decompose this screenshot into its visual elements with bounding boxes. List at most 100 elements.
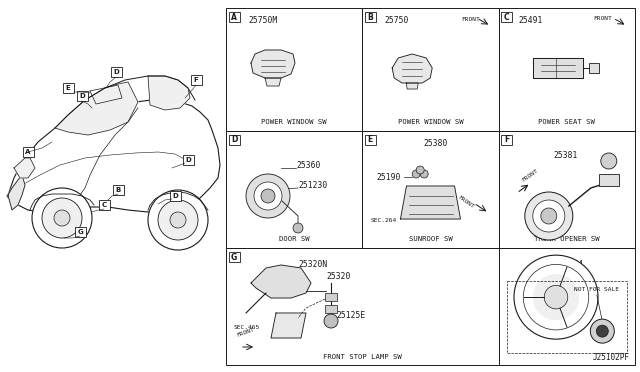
Polygon shape xyxy=(7,100,220,212)
Circle shape xyxy=(420,170,428,178)
Bar xyxy=(111,67,122,77)
Text: 25190: 25190 xyxy=(376,173,401,182)
Text: E: E xyxy=(66,85,70,91)
Circle shape xyxy=(416,166,424,174)
Bar xyxy=(501,12,512,22)
Bar xyxy=(365,12,376,22)
Text: D: D xyxy=(79,93,85,99)
Text: 25380: 25380 xyxy=(423,139,448,148)
Text: G: G xyxy=(77,229,83,235)
Circle shape xyxy=(533,200,565,232)
Circle shape xyxy=(254,182,282,210)
Polygon shape xyxy=(251,265,311,298)
Text: C: C xyxy=(101,202,107,208)
Text: NOT FOR SALE: NOT FOR SALE xyxy=(574,287,620,292)
Text: 25750M: 25750M xyxy=(248,16,277,25)
Bar xyxy=(226,8,362,131)
Bar xyxy=(77,91,88,101)
Circle shape xyxy=(158,200,198,240)
Circle shape xyxy=(261,189,275,203)
Bar xyxy=(63,83,74,93)
Text: J25102PF: J25102PF xyxy=(593,353,630,362)
Bar xyxy=(228,135,239,145)
Bar xyxy=(589,63,599,73)
Bar xyxy=(501,135,512,145)
Circle shape xyxy=(32,188,92,248)
Text: D: D xyxy=(113,69,119,75)
Text: SEC.264: SEC.264 xyxy=(370,218,396,223)
Text: TRUNK OPENER SW: TRUNK OPENER SW xyxy=(534,236,600,242)
Polygon shape xyxy=(265,78,281,86)
Polygon shape xyxy=(251,50,295,78)
Text: SEC.465: SEC.465 xyxy=(234,325,260,330)
Text: D: D xyxy=(185,157,191,163)
Polygon shape xyxy=(392,54,432,83)
Circle shape xyxy=(246,174,290,218)
Bar xyxy=(499,248,635,365)
Bar xyxy=(228,252,239,262)
Text: SEC.484: SEC.484 xyxy=(550,260,584,269)
Text: FRONT: FRONT xyxy=(457,195,475,209)
Text: B: B xyxy=(115,187,120,193)
Circle shape xyxy=(54,210,70,226)
Text: C: C xyxy=(504,13,509,22)
Bar xyxy=(499,131,635,248)
Circle shape xyxy=(42,198,82,238)
Text: FRONT: FRONT xyxy=(521,168,539,183)
Polygon shape xyxy=(55,82,138,135)
Text: G: G xyxy=(231,253,237,262)
Text: 25491: 25491 xyxy=(519,16,543,25)
Text: 25381: 25381 xyxy=(554,151,578,160)
Circle shape xyxy=(541,208,557,224)
Text: F: F xyxy=(194,77,198,83)
Text: FRONT: FRONT xyxy=(461,17,479,22)
Bar xyxy=(228,12,239,22)
Text: B: B xyxy=(367,13,373,22)
Polygon shape xyxy=(406,83,418,89)
Text: 25320N: 25320N xyxy=(298,260,327,269)
Circle shape xyxy=(533,274,579,320)
Bar xyxy=(99,200,109,210)
Text: 25320: 25320 xyxy=(326,272,350,281)
Text: DOOR SW: DOOR SW xyxy=(279,236,309,242)
Circle shape xyxy=(148,190,208,250)
Text: (4B400M): (4B400M) xyxy=(547,271,586,280)
Circle shape xyxy=(293,223,303,233)
Bar xyxy=(226,248,499,365)
Text: E: E xyxy=(367,135,373,144)
Bar xyxy=(362,131,499,248)
Circle shape xyxy=(514,255,598,339)
Polygon shape xyxy=(8,175,25,210)
Circle shape xyxy=(590,319,614,343)
Text: SUNROOF SW: SUNROOF SW xyxy=(408,236,452,242)
Bar xyxy=(170,191,180,201)
Text: FRONT: FRONT xyxy=(236,327,255,338)
Text: 25360: 25360 xyxy=(296,161,321,170)
Text: FRONT STOP LAMP SW: FRONT STOP LAMP SW xyxy=(323,354,402,360)
Text: POWER SEAT SW: POWER SEAT SW xyxy=(538,119,595,125)
Text: A: A xyxy=(26,149,31,155)
Polygon shape xyxy=(148,76,190,110)
Text: 251230: 251230 xyxy=(298,182,327,190)
Bar xyxy=(325,293,337,301)
Polygon shape xyxy=(401,186,461,219)
Circle shape xyxy=(596,325,608,337)
Circle shape xyxy=(324,314,338,328)
Text: 25750: 25750 xyxy=(384,16,408,25)
Text: D: D xyxy=(231,135,237,144)
Bar xyxy=(22,147,33,157)
Circle shape xyxy=(544,285,568,309)
Polygon shape xyxy=(271,313,306,338)
Bar xyxy=(599,174,619,186)
Bar xyxy=(226,131,362,248)
Circle shape xyxy=(525,192,573,240)
Bar xyxy=(113,185,124,195)
Circle shape xyxy=(412,170,420,178)
Bar xyxy=(365,135,376,145)
Circle shape xyxy=(601,153,617,169)
Text: POWER WINDOW SW: POWER WINDOW SW xyxy=(397,119,463,125)
Polygon shape xyxy=(533,58,583,78)
Text: POWER WINDOW SW: POWER WINDOW SW xyxy=(261,119,327,125)
Polygon shape xyxy=(14,158,35,178)
Text: F: F xyxy=(504,135,509,144)
